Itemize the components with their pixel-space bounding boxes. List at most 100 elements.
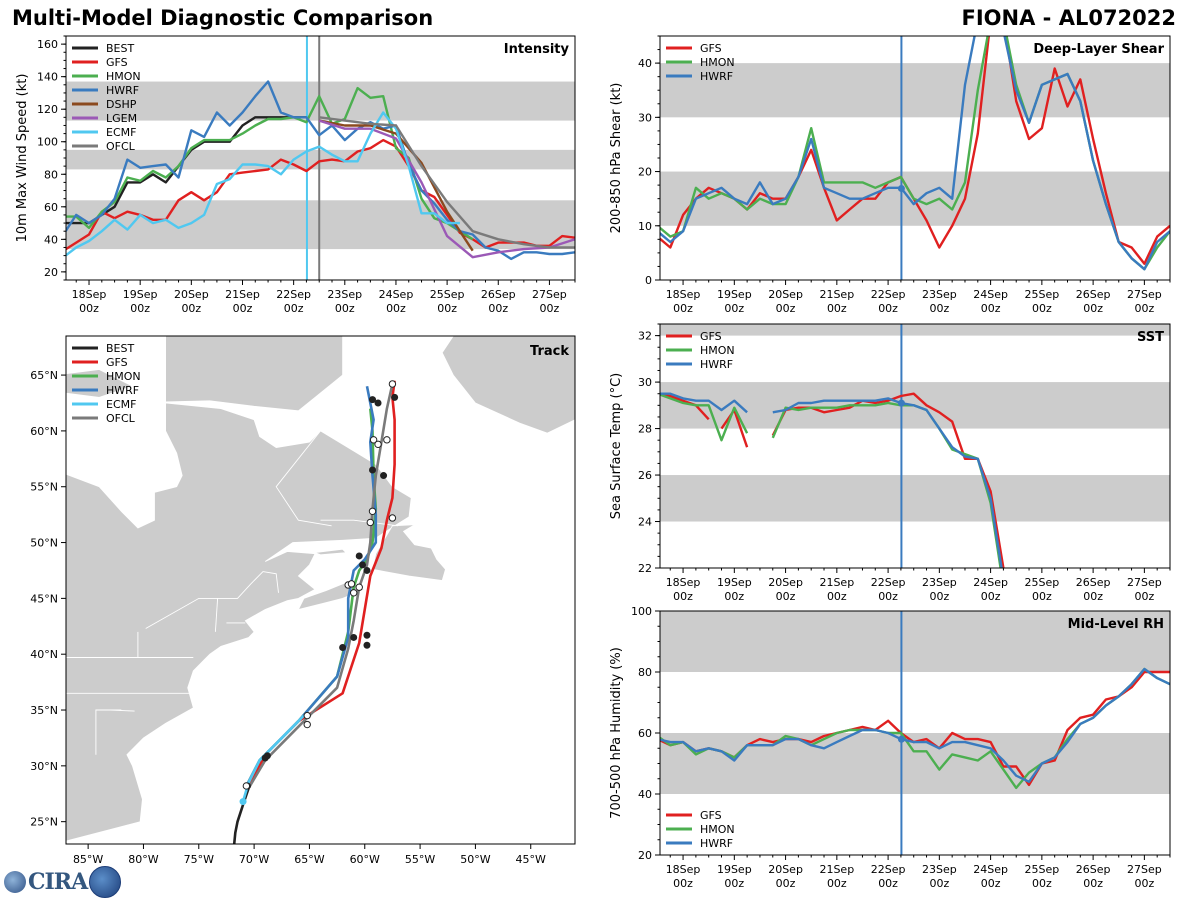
sst-xtick-label: 00z: [929, 590, 949, 603]
shear-marker-dot: [897, 184, 905, 192]
intensity-series-gfs: [66, 138, 575, 251]
track-title: Track: [530, 344, 569, 359]
shear-xtick-label: 00z: [1032, 302, 1052, 315]
intensity-legend-label: LGEM: [106, 112, 137, 125]
shear-xtick-label: 00z: [724, 302, 744, 315]
track-point-best: [391, 393, 399, 401]
rh-band: [660, 611, 1170, 672]
sst-xtick-label: 19Sep: [717, 576, 752, 589]
rh-xtick-label: 21Sep: [819, 863, 854, 876]
intensity-band: [66, 200, 575, 250]
rh-title: Mid-Level RH: [1068, 617, 1164, 632]
intensity-ytick-label: 40: [44, 233, 58, 246]
land-mass: [66, 402, 412, 842]
land-mass: [372, 524, 446, 581]
shear-ytick-label: 30: [638, 111, 652, 124]
intensity-xtick-label: 00z: [335, 302, 355, 315]
track-frame: [65, 335, 576, 845]
noaa-icon: [89, 866, 122, 898]
track-point-forecast: [349, 589, 358, 597]
intensity-panel: 2040608010012014016018Sep00z19Sep00z20Se…: [15, 35, 576, 315]
track-point-best: [359, 561, 367, 569]
intensity-legend-label: HWRF: [106, 84, 139, 97]
shear-series-hwrf: [660, 36, 1170, 271]
track-xtick-label: 85°W: [73, 853, 103, 866]
intensity-series-lgem: [318, 119, 575, 259]
intensity-band: [66, 149, 575, 170]
intensity-ytick-label: 140: [37, 71, 58, 84]
intensity-xtick-label: 23Sep: [327, 288, 362, 301]
rh-ytick-label: 40: [638, 788, 652, 801]
rh-xtick-label: 19Sep: [717, 863, 752, 876]
cira-logo: CIRA: [4, 866, 122, 898]
shear-xtick-label: 00z: [1083, 302, 1103, 315]
rh-xtick-label: 00z: [1134, 877, 1154, 890]
sst-ylabel: Sea Surface Temp (°C): [609, 373, 624, 520]
rh-ytick-label: 20: [638, 849, 652, 862]
track-point-forecast: [388, 380, 397, 388]
track-xtick-label: 75°W: [184, 853, 214, 866]
sst-title: SST: [1137, 330, 1164, 345]
intensity-xtick-label: 26Sep: [481, 288, 516, 301]
track-point-best: [380, 472, 388, 480]
sst-legend-label: GFS: [700, 330, 722, 343]
track-point-forecast: [369, 436, 378, 444]
rh-xtick-label: 22Sep: [871, 863, 906, 876]
intensity-ytick-label: 100: [37, 136, 58, 149]
sst-xtick-label: 25Sep: [1024, 576, 1059, 589]
sst-xtick-label: 00z: [724, 590, 744, 603]
intensity-xtick-label: 00z: [386, 302, 406, 315]
intensity-ytick-label: 120: [37, 103, 58, 116]
intensity-legend-label: ECMF: [106, 126, 136, 139]
intensity-xtick-label: 18Sep: [72, 288, 107, 301]
intensity-series-dshp: [318, 119, 474, 252]
shear-band: [660, 63, 1170, 118]
rh-xtick-label: 00z: [1032, 877, 1052, 890]
land-mass: [314, 548, 347, 556]
track-point-forecast: [374, 440, 382, 448]
sst-xtick-label: 21Sep: [819, 576, 854, 589]
track-xtick-label: 45°W: [516, 853, 546, 866]
intensity-xtick-label: 27Sep: [532, 288, 567, 301]
track-point-best: [369, 396, 377, 404]
shear-legend-label: GFS: [700, 42, 722, 55]
shear-legend-label: HMON: [700, 56, 735, 69]
track-ytick-label: 25°N: [30, 816, 58, 829]
shear-title: Deep-Layer Shear: [1033, 42, 1164, 57]
track-point-best: [263, 752, 271, 760]
sst-xtick-label: 22Sep: [871, 576, 906, 589]
intensity-xtick-label: 22Sep: [276, 288, 311, 301]
intensity-xtick-label: 00z: [540, 302, 560, 315]
sst-xtick-label: 23Sep: [922, 576, 957, 589]
rh-xtick-label: 00z: [827, 877, 847, 890]
sst-xtick-label: 24Sep: [973, 576, 1008, 589]
track-point-best: [369, 466, 377, 474]
shear-ytick-label: 0: [645, 274, 652, 287]
track-point-forecast: [355, 583, 363, 591]
track-point-best: [339, 643, 347, 651]
sst-legend-label: HWRF: [700, 358, 733, 371]
track-ytick-label: 60°N: [30, 425, 58, 438]
intensity-legend-label: DSHP: [106, 98, 137, 111]
sst-ytick-label: 32: [638, 330, 652, 343]
track-xtick-label: 50°W: [460, 853, 490, 866]
rh-ytick-label: 80: [638, 666, 652, 679]
track-ytick-label: 40°N: [30, 648, 58, 661]
intensity-xtick-label: 20Sep: [174, 288, 209, 301]
sst-series-hmon: [660, 393, 749, 442]
shear-xtick-label: 26Sep: [1076, 288, 1111, 301]
sst-xtick-label: 00z: [981, 590, 1001, 603]
track-point-best: [350, 633, 358, 641]
track-legend-label: GFS: [106, 356, 128, 369]
intensity-ytick-label: 60: [44, 201, 58, 214]
shear-xtick-label: 18Sep: [666, 288, 701, 301]
track-xtick-label: 65°W: [294, 853, 324, 866]
intensity-xtick-label: 00z: [181, 302, 201, 315]
state-border: [145, 571, 279, 629]
rh-xtick-label: 00z: [673, 877, 693, 890]
rh-ytick-label: 100: [631, 605, 652, 618]
sst-xtick-label: 00z: [1134, 590, 1154, 603]
sst-xtick-label: 27Sep: [1127, 576, 1162, 589]
track-point-best: [363, 631, 371, 639]
shear-xtick-label: 00z: [981, 302, 1001, 315]
